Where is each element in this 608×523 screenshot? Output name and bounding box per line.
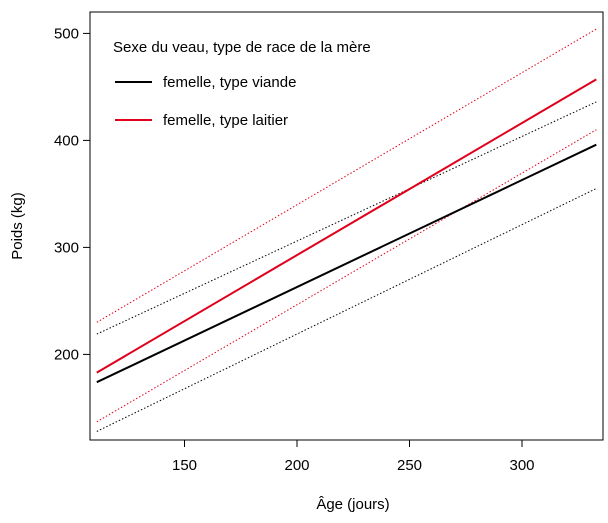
x-axis-label: Âge (jours) — [316, 496, 389, 513]
y-axis-label: Poids (kg) — [9, 192, 26, 260]
band-lower-0 — [96, 188, 597, 432]
band-upper-0 — [96, 101, 597, 335]
series-lines — [96, 78, 597, 384]
plot-frame — [89, 11, 604, 441]
series-line-1 — [96, 78, 597, 374]
legend-title: Sexe du veau, type de race de la mère — [113, 39, 371, 56]
x-tick-label: 150 — [172, 457, 197, 474]
legend-entry-viande: femelle, type viande — [163, 74, 296, 91]
legend-entry-laitier: femelle, type laitier — [163, 112, 288, 129]
confidence-bands — [96, 28, 597, 432]
x-tick-label: 200 — [284, 457, 309, 474]
y-tick-label: 400 — [54, 132, 79, 149]
series-line-0 — [96, 143, 597, 384]
y-tick-label: 500 — [54, 25, 79, 42]
y-tick-label: 200 — [54, 346, 79, 363]
x-tick-label: 250 — [397, 457, 422, 474]
band-lower-1 — [96, 129, 597, 423]
x-tick-label: 300 — [509, 457, 534, 474]
legend: Sexe du veau, type de race de la mère fe… — [113, 39, 371, 129]
y-tick-label: 300 — [54, 239, 79, 256]
x-axis: 150 200 250 300 — [172, 440, 535, 474]
y-axis: 200 300 400 500 — [54, 25, 90, 363]
